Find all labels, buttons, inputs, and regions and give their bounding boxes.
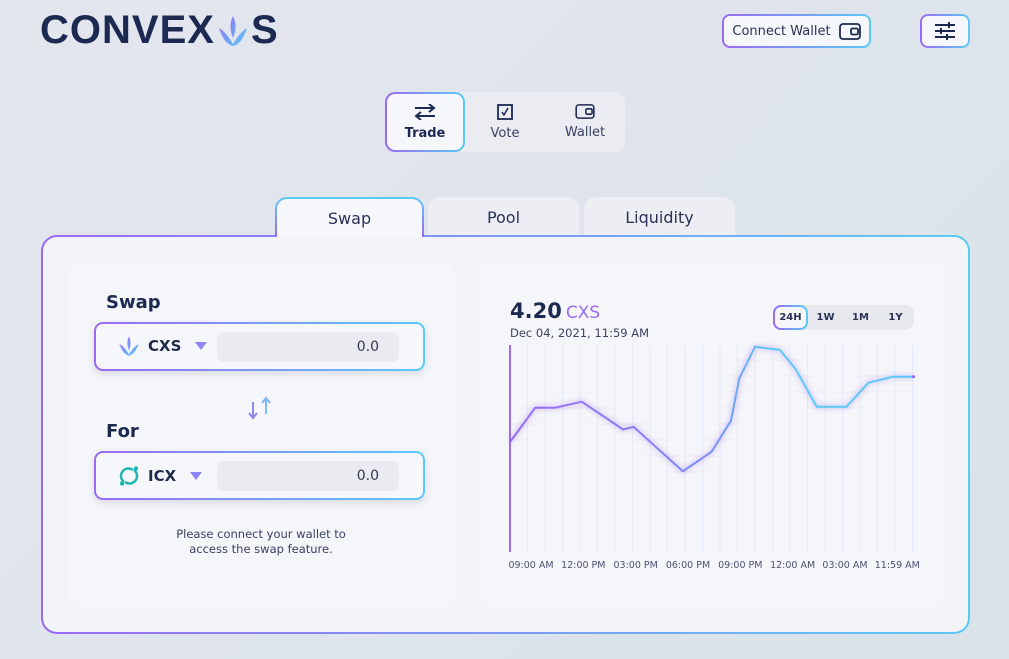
timeframe-1w[interactable]: 1W [816,312,835,323]
tab-pool[interactable]: Pool [428,197,579,237]
x-tick-label: 12:00 PM [561,560,605,571]
caret-down-icon [190,472,203,480]
x-tick-label: 03:00 PM [613,560,657,571]
logo-mark-icon [218,15,247,46]
caret-down-icon [195,342,208,350]
swap-label: Swap [106,292,161,313]
connect-wallet-button[interactable]: Connect Wallet [722,14,871,48]
from-amount-input[interactable]: 0.0 [217,332,399,362]
main-nav: Trade Vote Wallet [385,92,625,152]
logo-text: S [250,8,279,52]
from-token-select[interactable]: CXS [118,336,208,356]
swap-arrows-icon [414,103,436,120]
timeframe-1m[interactable]: 1M [852,312,869,323]
price-line [509,345,914,473]
x-tick-label: 11:59 AM [875,560,920,571]
price-value: 4.20 [510,299,562,323]
nav-trade[interactable]: Trade [385,92,465,152]
to-token-select[interactable]: ICX [118,465,203,487]
price-unit: CXS [565,303,601,323]
nav-label: Trade [404,125,446,141]
connect-wallet-label: Connect Wallet [732,23,831,39]
logo-text: CONVEX [40,8,215,52]
tab-label: Liquidity [625,207,694,227]
swap-direction-icon[interactable] [246,396,272,420]
sliders-icon [935,22,955,40]
tab-label: Pool [486,207,521,227]
for-label: For [106,421,139,442]
nav-label: Wallet [564,125,606,140]
price-chart: 09:00 AM 12:00 PM 03:00 PM 06:00 PM 09:00 PM… [508,344,920,571]
tab-liquidity[interactable]: Liquidity [584,197,735,237]
tab-label: Swap [327,208,372,228]
x-tick-label: 09:00 AM [508,560,553,571]
logo[interactable]: CONVEX S [40,8,279,53]
settings-button[interactable] [920,14,970,48]
x-tick-label: 06:00 PM [666,560,710,571]
timeframe-24h[interactable]: 24H [773,305,808,330]
timeframe-1y[interactable]: 1Y [888,312,903,323]
to-amount-input[interactable]: 0.0 [217,461,399,491]
wallet-icon [575,104,595,119]
from-token-box: CXS 0.0 [94,322,425,371]
to-token-symbol: ICX [148,467,177,485]
nav-wallet[interactable]: Wallet [545,92,625,152]
x-tick-label: 09:00 PM [718,560,762,571]
price-timestamp: Dec 04, 2021, 11:59 AM [510,326,650,340]
x-tick-label: 12:00 AM [770,560,815,571]
last-point-marker [911,375,916,379]
timeframe-selector: 24H 1W 1M 1Y [773,305,914,330]
wallet-icon [838,22,861,40]
nav-vote[interactable]: Vote [465,92,545,152]
nav-label: Vote [490,125,520,141]
swap-panel [68,262,454,606]
connect-wallet-message: Please connect your wallet to access the… [176,527,346,556]
cxs-token-icon [119,336,139,356]
from-token-symbol: CXS [148,337,182,355]
price-display: 4.20 CXS [510,299,600,323]
icx-token-icon [119,466,139,486]
ballot-check-icon [497,103,513,120]
tab-swap[interactable]: Swap [275,197,424,237]
x-tick-label: 03:00 AM [822,560,867,571]
to-token-box: ICX 0.0 [94,451,425,500]
